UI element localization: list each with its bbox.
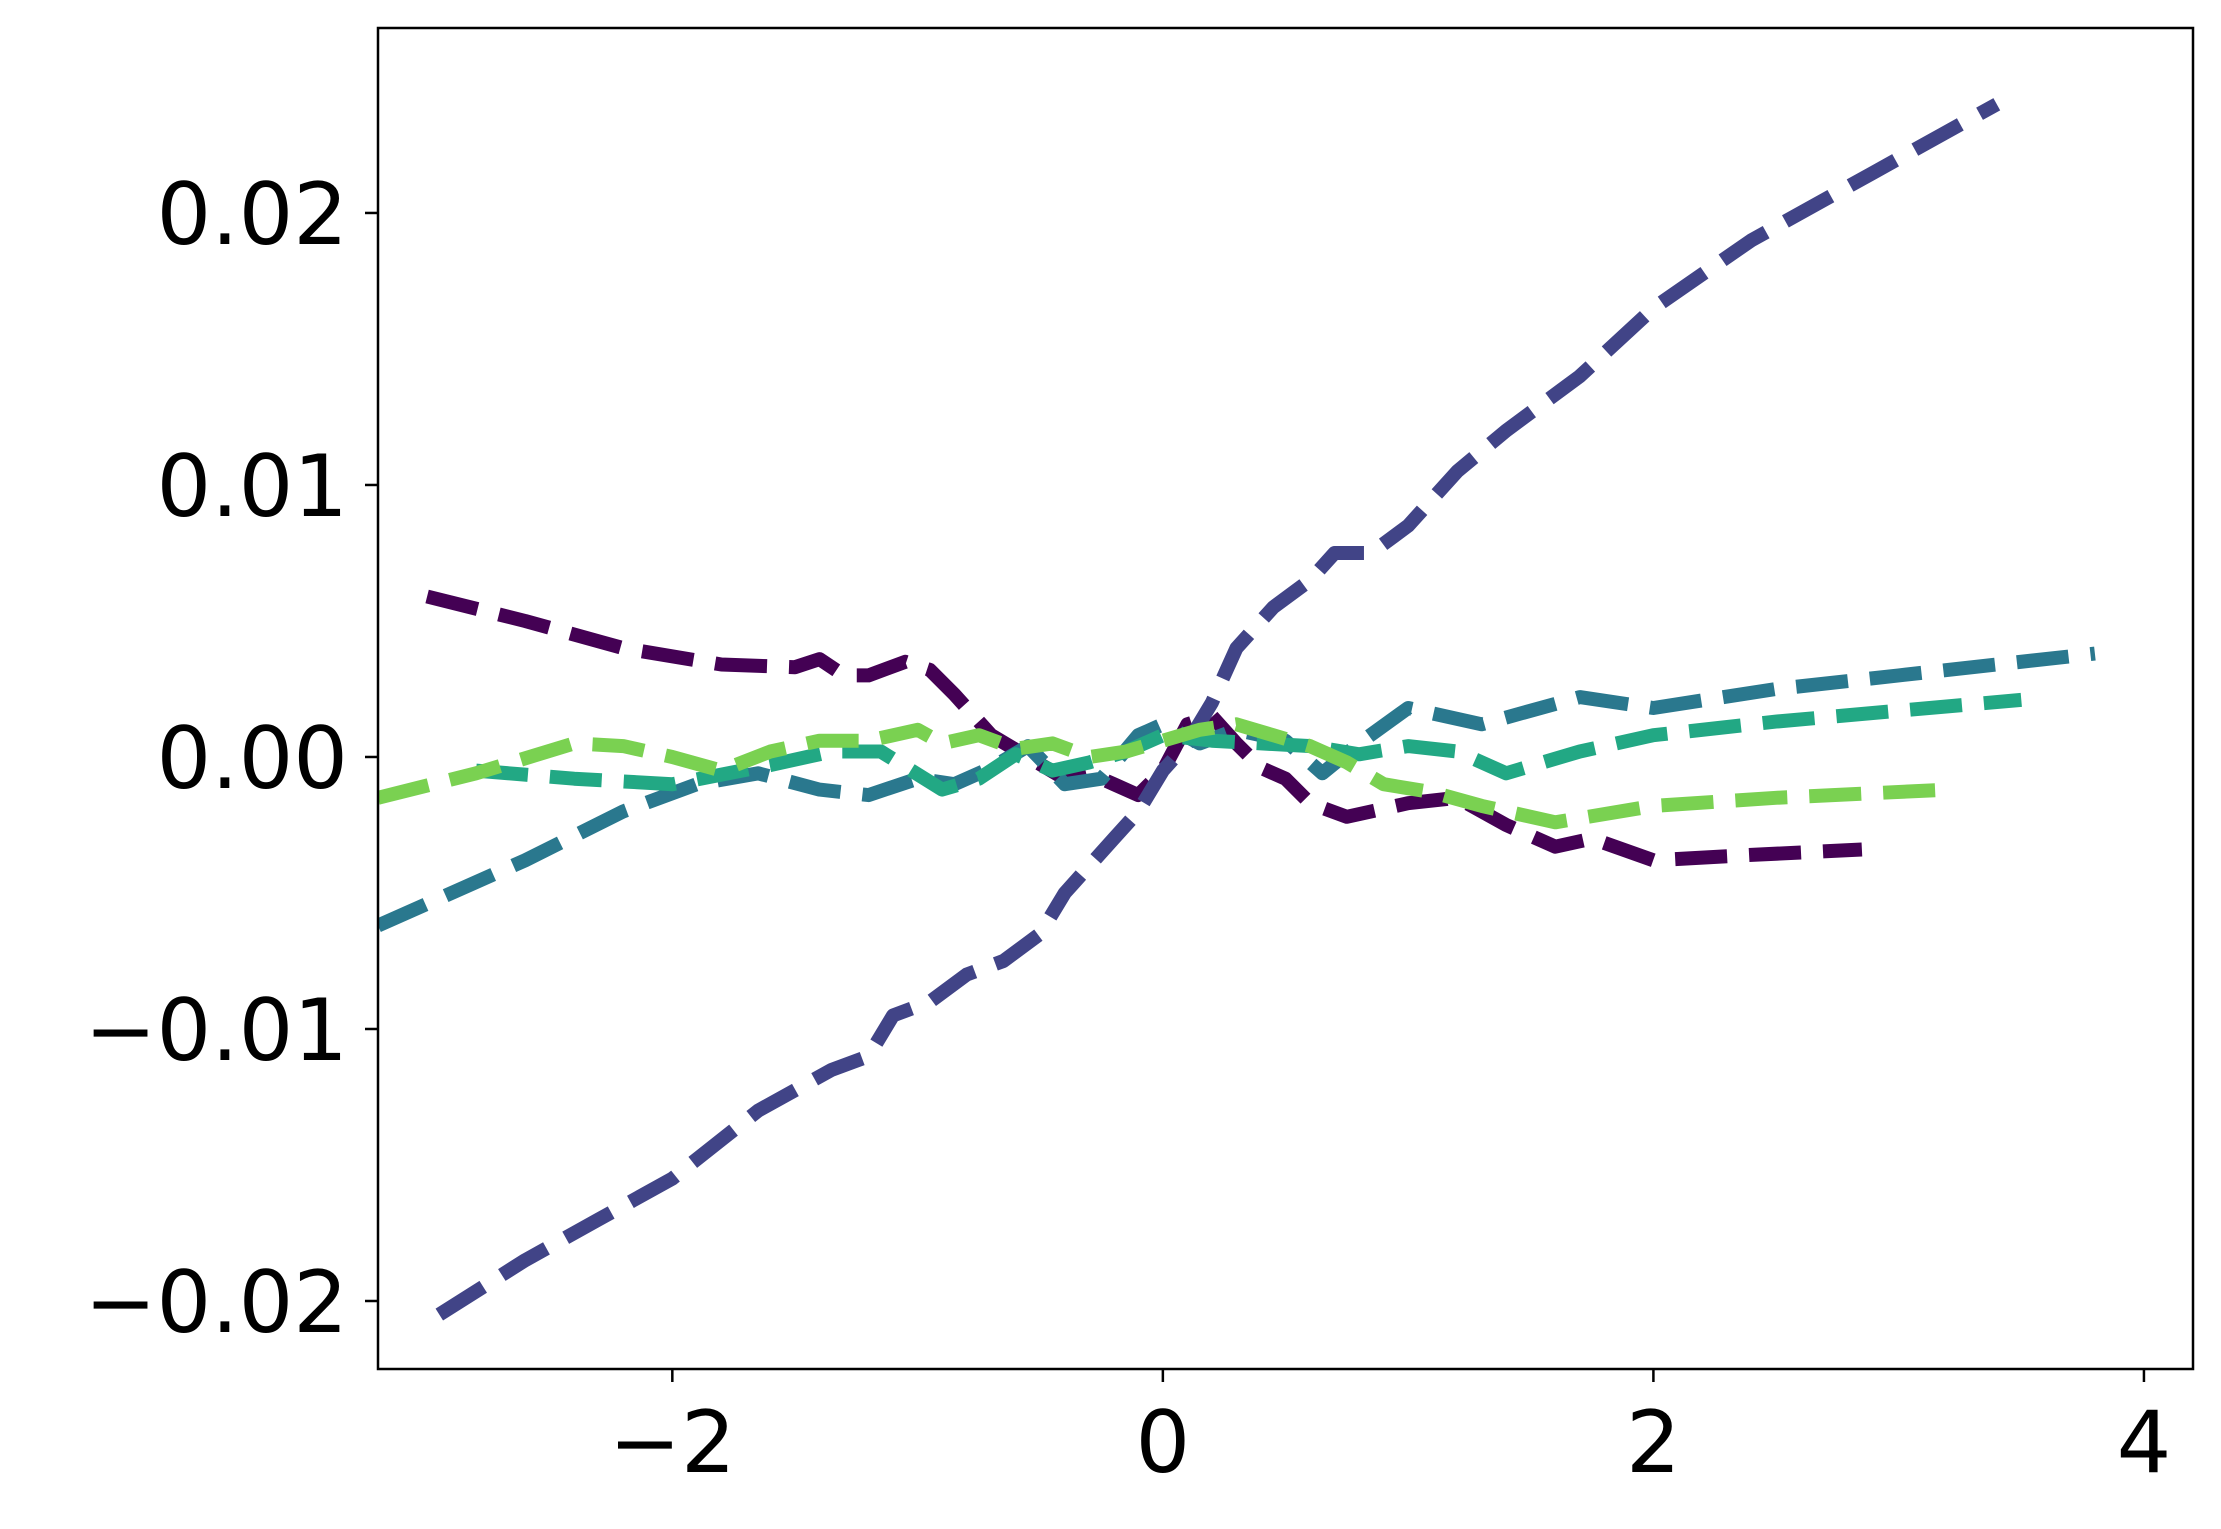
x-tick-label: 0	[1136, 1393, 1191, 1493]
x-tick-label: 4	[2117, 1393, 2172, 1493]
y-tick-label: 0.01	[157, 437, 348, 537]
series-line-5	[378, 717, 1949, 830]
y-axis: −0.02 −0.01 0.00 0.01 0.02	[84, 165, 378, 1353]
y-tick-label: −0.02	[84, 1253, 348, 1353]
series-layer	[378, 98, 2096, 1321]
x-axis: −2 0 2 4	[609, 1369, 2171, 1493]
series-line-4	[475, 692, 2022, 797]
y-tick-label: −0.01	[84, 981, 348, 1081]
series-line-3	[378, 646, 2096, 932]
x-tick-label: −2	[609, 1393, 736, 1493]
y-tick-label: 0.00	[157, 709, 348, 809]
series-line-2	[435, 98, 2001, 1321]
y-tick-label: 0.02	[157, 165, 348, 265]
x-tick-label: 2	[1626, 1393, 1681, 1493]
plot-area-frame	[376, 26, 2195, 1371]
